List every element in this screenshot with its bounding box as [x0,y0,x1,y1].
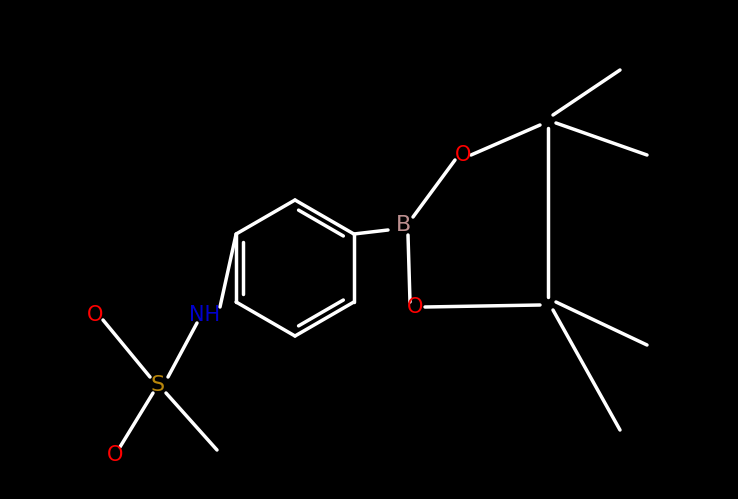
Text: O: O [87,305,103,325]
Text: O: O [107,445,123,465]
Text: B: B [396,215,410,235]
Text: NH: NH [190,305,221,325]
Text: S: S [151,375,165,395]
Text: O: O [407,297,423,317]
Text: O: O [455,145,471,165]
